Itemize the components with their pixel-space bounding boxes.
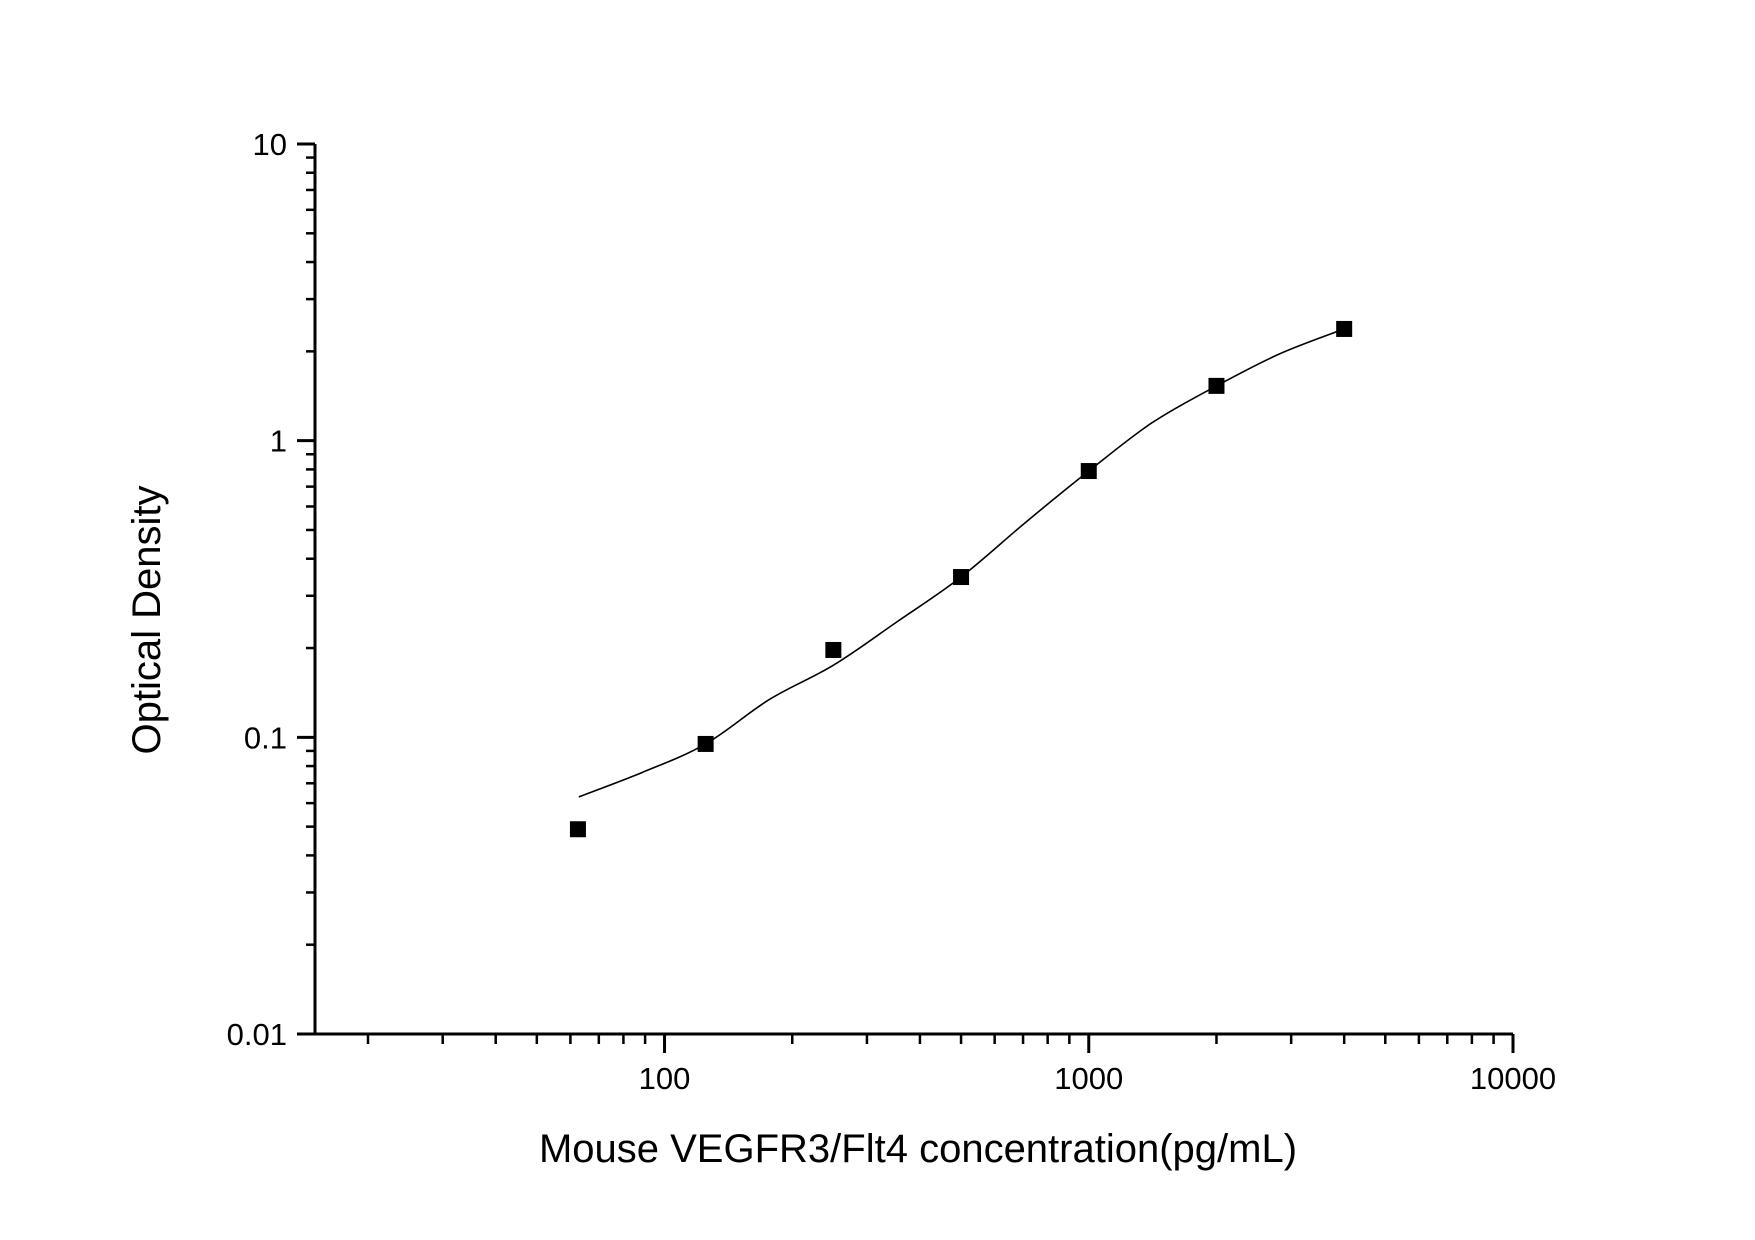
data-point-square (569, 821, 586, 838)
axis-ticks (297, 142, 1515, 1053)
data-point-square (1208, 377, 1225, 394)
y-tick-label: 1 (270, 424, 287, 459)
data-point-markers (569, 320, 1353, 838)
x-tick-label: 1000 (1054, 1061, 1123, 1096)
y-tick-label: 0.1 (244, 720, 287, 755)
x-tick-label: 10000 (1470, 1061, 1556, 1096)
data-point-square (1080, 463, 1097, 480)
data-point-square (825, 641, 842, 658)
axis-tick-labels: 100 1000 10000 0.01 0.1 1 10 (227, 127, 1556, 1096)
fitted-curve (578, 328, 1345, 798)
y-tick-label: 0.01 (227, 1017, 287, 1052)
data-point-square (697, 735, 714, 752)
y-axis-title: Optical Density (125, 486, 169, 755)
axes (313, 144, 1513, 1036)
data-point-square (953, 569, 970, 586)
y-tick-label: 10 (253, 127, 287, 162)
x-tick-label: 100 (639, 1061, 691, 1096)
x-axis-title: Mouse VEGFR3/Flt4 concentration(pg/mL) (539, 1127, 1297, 1171)
data-point-square (1336, 320, 1353, 337)
